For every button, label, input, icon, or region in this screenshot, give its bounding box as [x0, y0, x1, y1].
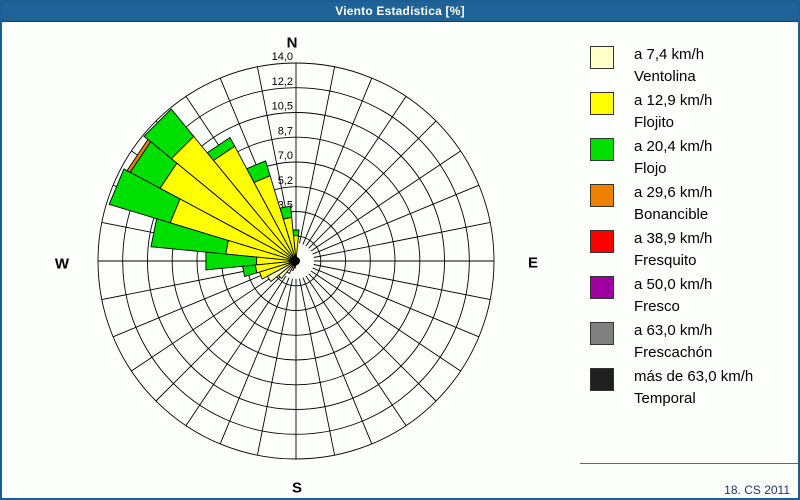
grid-spoke — [155, 273, 284, 402]
petal-segment — [241, 264, 258, 278]
grid-spoke — [185, 275, 287, 426]
grid-spoke — [305, 96, 407, 247]
wind-rose-chart: 1,73,55,27,08,710,512,214,0 — [97, 51, 495, 460]
grid-spoke — [308, 273, 437, 402]
grid-spoke — [299, 278, 336, 456]
grid-spoke — [308, 120, 437, 249]
grid-spoke — [256, 278, 293, 456]
ring-label: 7,0 — [278, 150, 293, 162]
compass-label-s: S — [291, 479, 303, 497]
rose-center-dot — [292, 257, 300, 265]
grid-spoke — [313, 221, 491, 258]
credit-text: 18. CS 2011 — [724, 483, 790, 497]
grid-spoke — [219, 277, 290, 445]
chart-area: 1,73,55,27,08,710,512,214,0 N E S W a 7,… — [2, 22, 798, 498]
grid-spoke — [112, 267, 280, 338]
grid-spoke — [131, 270, 282, 372]
grid-spoke — [302, 277, 373, 445]
grid-spoke — [299, 66, 336, 244]
grid-spoke — [313, 264, 491, 301]
petal-segment — [292, 229, 300, 237]
compass-label-w: W — [54, 255, 70, 273]
petal-segment — [108, 168, 181, 224]
ring-label: 14,0 — [272, 51, 293, 63]
legend-panel-edge — [580, 463, 798, 464]
window-title: Viento Estadística [%] — [335, 4, 465, 18]
ring-label: 8,7 — [278, 125, 293, 137]
grid-spoke — [302, 77, 373, 245]
grid-spoke — [310, 150, 461, 252]
grid-spoke — [312, 267, 480, 338]
grid-spoke — [305, 275, 407, 426]
petal-segment — [150, 218, 229, 255]
petal-segment — [205, 251, 258, 271]
ring-label: 10,5 — [272, 101, 293, 113]
compass-label-n: N — [286, 34, 298, 52]
ring-label: 5,2 — [278, 175, 293, 187]
grid-spoke — [312, 184, 480, 255]
grid-spoke — [310, 270, 461, 372]
ring-label: 12,2 — [272, 76, 293, 88]
compass-label-e: E — [527, 254, 539, 272]
window-titlebar: Viento Estadística [%] — [2, 2, 798, 22]
rose-petals — [108, 108, 300, 283]
